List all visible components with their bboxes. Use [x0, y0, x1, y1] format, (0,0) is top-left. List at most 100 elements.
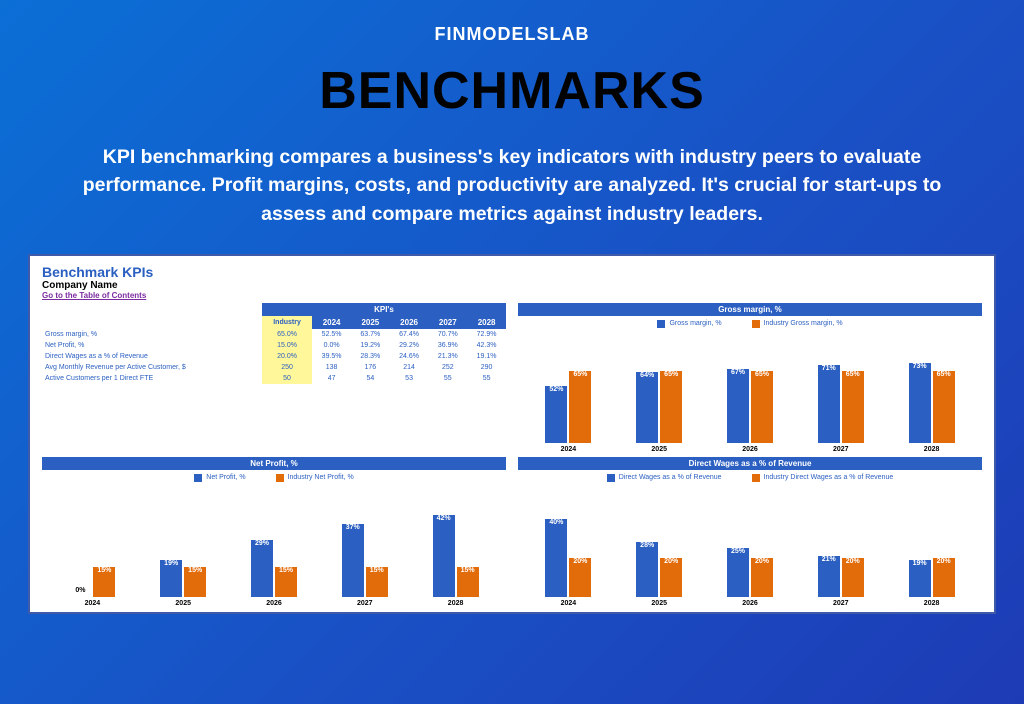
year-group: 19%15%2025 [138, 509, 229, 607]
year-label: 2027 [833, 446, 849, 453]
table-row: Active Customers per 1 Direct FTE5047545… [42, 373, 506, 384]
swatch-orange [276, 474, 284, 482]
grid: KPI's Industry 2024 2025 2026 2027 2028 … [42, 303, 982, 605]
bar-pair: 52%65% [545, 355, 591, 443]
bar-pair: 67% 65% [727, 355, 773, 443]
bars: 40%20%202428%20%202525%20%202621%20%2027… [518, 484, 982, 607]
bar-label: 20% [846, 558, 860, 565]
year-label: 2026 [742, 446, 758, 453]
bar-pair: 25% 20% [727, 509, 773, 597]
value-cell: 39.5% [312, 351, 351, 362]
swatch-blue [657, 320, 665, 328]
chart-title: Direct Wages as a % of Revenue [518, 457, 982, 470]
series-bar: 28% [636, 542, 658, 597]
bar-pair: 40% 20% [545, 509, 591, 597]
value-cell: 55 [428, 373, 467, 384]
bar-label: 15% [188, 567, 202, 574]
bar-label: 0% [75, 587, 85, 594]
series-bar: 19% [160, 560, 182, 597]
bar-label: 29% [255, 540, 269, 547]
panel-header: Benchmark KPIs Company Name Go to the Ta… [42, 264, 982, 300]
industry-bar: 65% [569, 371, 591, 443]
row-name: Avg Monthly Revenue per Active Customer,… [42, 362, 262, 373]
value-cell: 29.2% [390, 340, 429, 351]
value-cell: 290 [467, 362, 506, 373]
table-row: Net Profit, %15.0%0.0%19.2%29.2%36.9%42.… [42, 340, 506, 351]
industry-cell: 250 [262, 362, 312, 373]
year-label: 2027 [357, 600, 373, 607]
industry-cell: 65.0% [262, 329, 312, 340]
value-cell: 176 [351, 362, 390, 373]
bar-pair: 19% 15% [160, 509, 206, 597]
value-cell: 52.5% [312, 329, 351, 340]
bar-pair: 71% 65% [818, 355, 864, 443]
legend: Direct Wages as a % of Revenue Industry … [518, 474, 982, 482]
bar-label: 65% [755, 371, 769, 378]
col-2028: 2028 [467, 316, 506, 329]
industry-bar: 65% [660, 371, 682, 443]
net-profit-chart: Net Profit, % Net Profit, % Industry Net… [42, 457, 506, 607]
series-bar: 25% [727, 548, 749, 597]
series-bar: 40% [545, 519, 567, 597]
year-label: 2028 [924, 600, 940, 607]
industry-bar: 20% [933, 558, 955, 597]
bar-label: 65% [846, 371, 860, 378]
year-group: 19%20%2028 [886, 509, 977, 607]
year-group: 73%65%2028 [886, 355, 977, 453]
row-name: Net Profit, % [42, 340, 262, 351]
bar-label: 42% [437, 515, 451, 522]
year-group: 71% 65% 2027 [795, 355, 886, 453]
value-cell: 42.3% [467, 340, 506, 351]
value-cell: 138 [312, 362, 351, 373]
bar-label: 25% [731, 548, 745, 555]
legend: Net Profit, % Industry Net Profit, % [42, 474, 506, 482]
value-cell: 67.4% [390, 329, 429, 340]
bars: 0%15%202419%15%202529%15%202637%15%20274… [42, 484, 506, 607]
value-cell: 24.6% [390, 351, 429, 362]
kpi-table: KPI's Industry 2024 2025 2026 2027 2028 … [42, 303, 506, 384]
dashboard-panel: Benchmark KPIs Company Name Go to the Ta… [28, 254, 996, 614]
year-group: 40% 20% 2024 [523, 509, 614, 607]
value-cell: 55 [467, 373, 506, 384]
series-bar: 67% [727, 369, 749, 443]
year-label: 2024 [561, 600, 577, 607]
value-cell: 36.9% [428, 340, 467, 351]
bar-label: 15% [370, 567, 384, 574]
swatch-blue [607, 474, 615, 482]
value-cell: 47 [312, 373, 351, 384]
swatch-blue [194, 474, 202, 482]
industry-bar: 15% [184, 567, 206, 596]
bar-label: 20% [573, 558, 587, 565]
direct-wages-chart: Direct Wages as a % of Revenue Direct Wa… [518, 457, 982, 607]
bar-label: 64% [640, 372, 654, 379]
bar-label: 37% [346, 524, 360, 531]
year-label: 2024 [561, 446, 577, 453]
year-group: 64%65%2025 [614, 355, 705, 453]
chart-title: Net Profit, % [42, 457, 506, 470]
col-2024: 2024 [312, 316, 351, 329]
kpi-header: KPI's [262, 303, 506, 316]
series-bar: 73% [909, 363, 931, 443]
row-name: Direct Wages as a % of Revenue [42, 351, 262, 362]
industry-bar: 15% [366, 567, 388, 596]
brand: FINMODELSLAB [435, 24, 590, 45]
industry-bar: 65% [933, 371, 955, 443]
bar-pair: 73%65% [909, 355, 955, 443]
industry-bar: 65% [751, 371, 773, 443]
series-bar: 29% [251, 540, 273, 597]
col-industry: Industry [262, 316, 312, 329]
year-group: 42%15%2028 [410, 509, 501, 607]
industry-bar: 20% [660, 558, 682, 597]
year-label: 2024 [85, 600, 101, 607]
page: FINMODELSLAB BENCHMARKS KPI benchmarking… [0, 0, 1024, 704]
value-cell: 19.1% [467, 351, 506, 362]
bar-label: 20% [664, 558, 678, 565]
series-bar: 37% [342, 524, 364, 596]
industry-bar: 20% [751, 558, 773, 597]
bar-pair: 28% 20% [636, 509, 682, 597]
table-row: Gross margin, %65.0%52.5%63.7%67.4%70.7%… [42, 329, 506, 340]
series-bar: 71% [818, 365, 840, 443]
toc-link[interactable]: Go to the Table of Contents [42, 291, 982, 300]
legend: Gross margin, % Industry Gross margin, % [518, 320, 982, 328]
panel-title: Benchmark KPIs [42, 264, 982, 280]
